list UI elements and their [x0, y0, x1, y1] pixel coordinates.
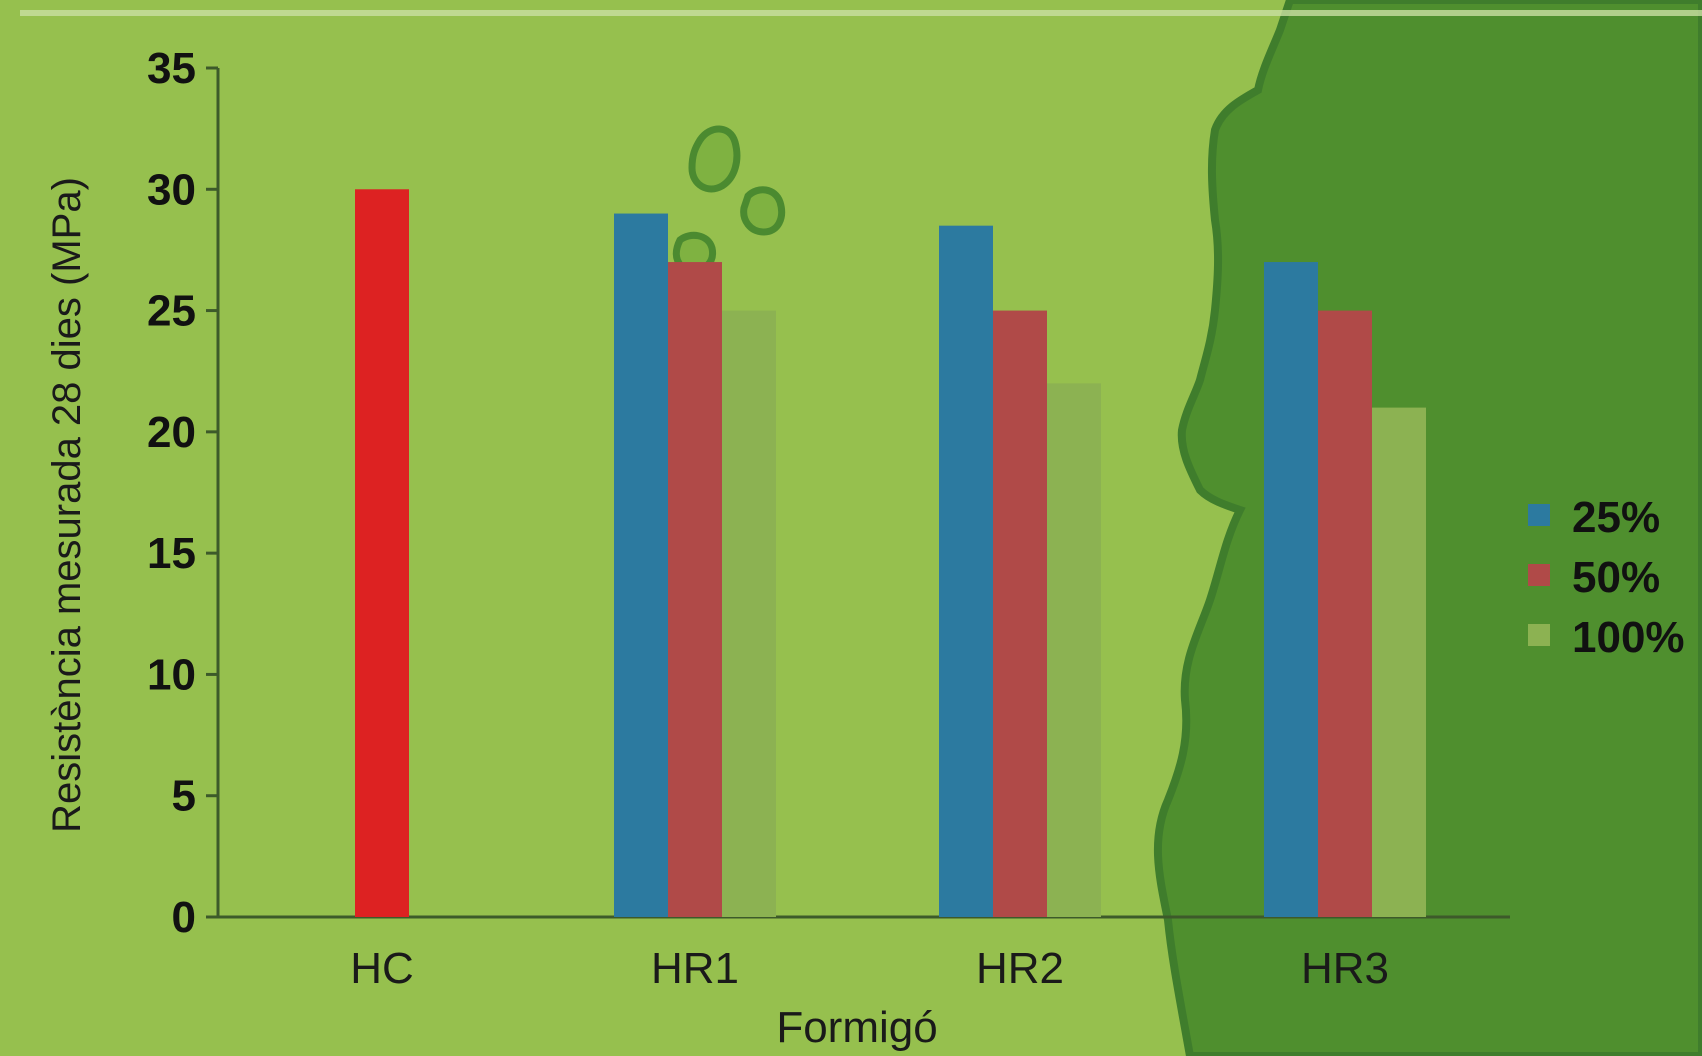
- y-tick-label: 10: [147, 650, 196, 699]
- bar-100pct: [1047, 383, 1101, 917]
- bar-control: [355, 189, 409, 918]
- legend-label: 50%: [1572, 553, 1660, 602]
- y-tick-label: 25: [147, 287, 196, 336]
- bar-100pct: [722, 310, 776, 918]
- legend-swatch: [1528, 564, 1550, 586]
- x-tick-label: HR2: [976, 944, 1064, 993]
- y-axis-label: Resistència mesurada 28 dies (MPa): [45, 177, 89, 833]
- y-tick-label: 0: [172, 893, 196, 942]
- bars: [355, 189, 1426, 918]
- y-tick-label: 30: [147, 165, 196, 214]
- bar-50pct: [668, 262, 722, 917]
- labels: Resistència mesurada 28 dies (MPa) Formi…: [45, 177, 938, 1052]
- y-tick-label: 20: [147, 408, 196, 457]
- legend: 25% 50% 100%: [1528, 493, 1685, 662]
- bar-25pct: [1264, 262, 1318, 917]
- y-tick-label: 35: [147, 44, 196, 93]
- bar-50pct: [1318, 310, 1372, 918]
- bar-25pct: [614, 213, 668, 918]
- x-tick-label: HR1: [651, 944, 739, 993]
- x-tick-label: HR3: [1301, 944, 1389, 993]
- bar-100pct: [1372, 407, 1426, 917]
- bar-50pct: [993, 310, 1047, 918]
- island-shape: [740, 186, 786, 236]
- x-axis-label: Formigó: [776, 1003, 937, 1052]
- x-tick-label: HC: [350, 944, 414, 993]
- island-shape: [688, 125, 741, 193]
- legend-label: 25%: [1572, 493, 1660, 542]
- y-tick-label: 15: [147, 529, 196, 578]
- legend-swatch: [1528, 624, 1550, 646]
- y-tick-label: 5: [172, 772, 196, 821]
- bar-25pct: [939, 225, 993, 917]
- top-border-line: [20, 10, 1702, 16]
- legend-swatch: [1528, 504, 1550, 526]
- legend-label: 100%: [1572, 613, 1685, 662]
